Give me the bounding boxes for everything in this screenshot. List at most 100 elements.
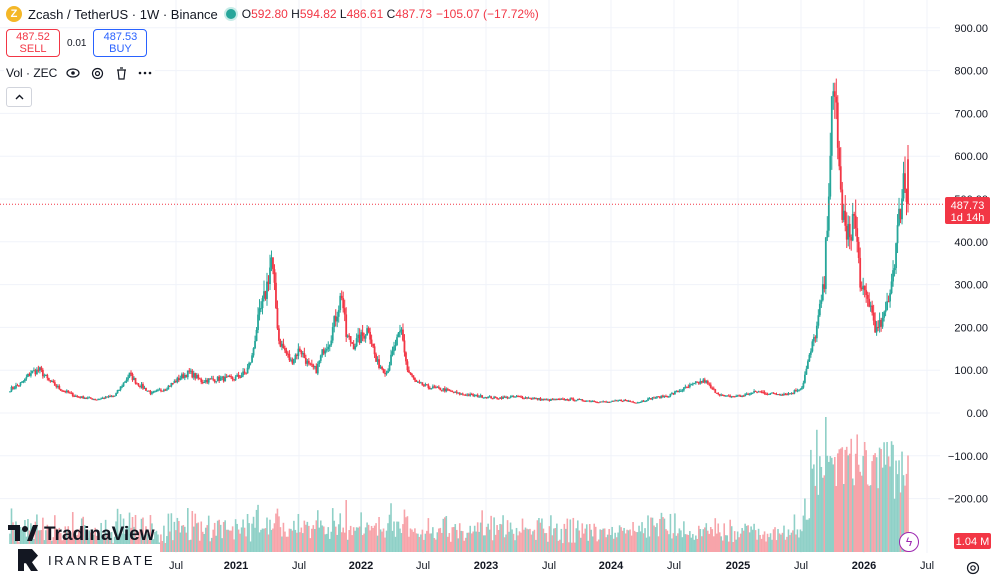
volume-bar	[654, 527, 657, 552]
volume-bar	[137, 532, 140, 552]
candle-body	[760, 391, 763, 393]
volume-bar	[372, 528, 374, 552]
volume-bar	[433, 538, 436, 552]
volume-bar	[605, 537, 607, 552]
volume-bar	[902, 475, 905, 552]
candle-body	[345, 314, 348, 337]
candle-body	[228, 376, 231, 378]
candle-body	[809, 351, 812, 355]
candle-body	[678, 390, 681, 393]
volume-bar	[417, 533, 419, 552]
volume-bar	[747, 525, 749, 552]
volume-bar	[893, 498, 896, 552]
volume-bar	[751, 529, 754, 552]
volume-bar	[696, 538, 699, 552]
volume-bar	[847, 455, 850, 552]
candle-body	[349, 336, 352, 343]
symbol-title[interactable]: Zcash / TetherUS · 1W · Binance	[28, 6, 218, 22]
volume-bar	[724, 535, 727, 552]
candle-body	[517, 396, 519, 398]
volume-bar	[357, 527, 359, 552]
candle-body	[30, 373, 32, 376]
volume-bar	[469, 525, 472, 552]
candle-body	[473, 395, 476, 397]
candle-body	[76, 395, 79, 397]
candle-body	[44, 374, 47, 376]
volume-bar	[851, 478, 854, 552]
volume-bar	[703, 527, 706, 552]
lightning-icon[interactable]: ϟ	[899, 532, 919, 552]
candle-body	[83, 398, 86, 400]
candle-body	[59, 389, 62, 391]
volume-bar	[48, 528, 50, 552]
volume-bar	[215, 535, 217, 552]
eye-icon[interactable]	[65, 65, 81, 81]
candle-body	[285, 350, 288, 354]
volume-bar	[234, 519, 237, 552]
candle-body	[201, 382, 204, 384]
chart-settings-icon[interactable]	[966, 561, 980, 578]
candle-body	[442, 388, 445, 391]
candle-body	[437, 386, 440, 388]
candle-body	[79, 397, 82, 399]
volume-bar	[448, 533, 451, 552]
candle-body	[847, 223, 850, 240]
candle-body	[627, 400, 630, 402]
candle-body	[149, 391, 152, 394]
candle-body	[499, 397, 501, 399]
volume-bar	[702, 529, 705, 552]
candle-body	[766, 393, 769, 395]
candle-body	[215, 381, 218, 383]
candle-body	[373, 346, 376, 355]
candle-body	[554, 399, 557, 401]
volume-bar	[645, 537, 648, 552]
volume-bar	[533, 529, 536, 552]
candle-body	[18, 385, 20, 387]
candle-body	[35, 369, 38, 375]
candle-body	[723, 394, 726, 397]
more-icon[interactable]	[137, 65, 153, 81]
candle-body	[509, 396, 512, 398]
volume-bar	[124, 533, 126, 552]
candle-body	[445, 388, 448, 392]
candle-body	[648, 398, 651, 400]
zcash-coin-icon: Z	[6, 6, 22, 22]
candle-body	[829, 155, 832, 197]
candle-body	[245, 372, 247, 374]
volume-bar	[134, 514, 137, 552]
volume-bar	[600, 529, 603, 552]
volume-bar	[520, 532, 522, 552]
candle-body	[545, 399, 548, 401]
volume-bar	[167, 513, 170, 552]
chevron-up-icon[interactable]	[6, 87, 32, 107]
candle-body	[406, 361, 409, 371]
candle-body	[230, 376, 233, 378]
candle-body	[251, 355, 253, 363]
volume-bar	[591, 536, 594, 552]
trash-icon[interactable]	[113, 65, 129, 81]
volume-bar	[179, 532, 182, 552]
buy-button[interactable]: 487.53 BUY	[93, 29, 148, 57]
candle-body	[862, 285, 865, 290]
volume-bar	[322, 526, 325, 552]
volume-bar	[418, 536, 421, 552]
candle-body	[261, 298, 264, 309]
candle-body	[530, 398, 533, 400]
volume-bar	[880, 449, 882, 552]
volume-bar	[892, 444, 894, 552]
price-tick-label: 100.00	[954, 365, 988, 377]
volume-bar	[588, 523, 591, 552]
settings-icon[interactable]	[89, 65, 105, 81]
volume-bar	[330, 531, 333, 552]
volume-bar	[620, 527, 622, 552]
candle-body	[148, 390, 150, 392]
candle-body	[757, 391, 760, 393]
candle-body	[58, 385, 61, 390]
candle-body	[167, 385, 170, 390]
volume-indicator-label[interactable]: Vol · ZEC	[6, 66, 58, 80]
candle-body	[279, 340, 282, 347]
candle-body	[663, 395, 666, 398]
volume-bar	[140, 518, 143, 552]
sell-button[interactable]: 487.52 SELL	[6, 29, 60, 57]
